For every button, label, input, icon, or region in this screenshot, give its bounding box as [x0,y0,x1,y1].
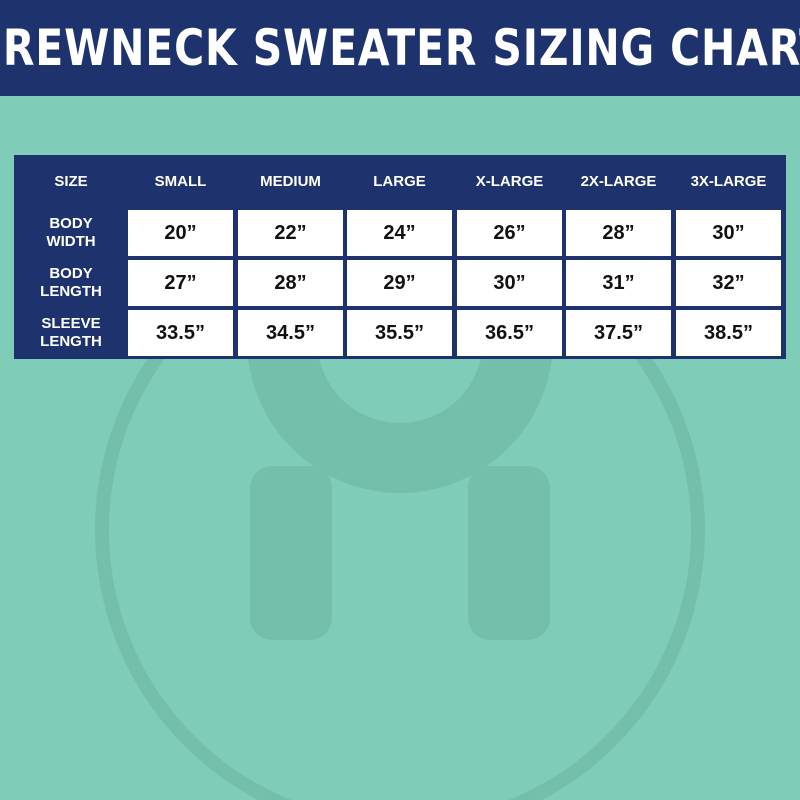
table-cell: 26” [457,210,562,256]
table-cell: 30” [676,210,781,256]
title-banner: CREWNECK SWEATER SIZING CHART [0,0,800,96]
column-header: LARGE [373,172,426,190]
row-label-line: BODY [49,265,93,282]
row-label: BODY LENGTH [14,260,128,306]
table-cell: 33.5” [128,310,233,356]
table-cell: 27” [128,260,233,306]
column-header: 3X-LARGE [690,172,767,190]
table-cell: 36.5” [457,310,562,356]
column-header: MEDIUM [260,172,321,190]
table-cell: 37.5” [566,310,671,356]
row-label-line: WIDTH [46,233,96,250]
table-cell: 28” [238,260,343,306]
row-label-text: SLEEVE LENGTH [40,315,102,351]
row-label-line: LENGTH [40,283,102,300]
table-cell: 35.5” [347,310,452,356]
table-cell: 24” [347,210,452,256]
table-cell: 20” [128,210,233,256]
row-label-line: SLEEVE [41,315,101,332]
column-header: X-LARGE [475,172,544,190]
sizing-table: SIZE SMALL MEDIUM LARGE X-LARGE 2X-LARGE 3X-LA… [14,155,786,359]
table-cell: 34.5” [238,310,343,356]
table-cell: 22” [238,210,343,256]
row-label-line: LENGTH [40,333,102,350]
row-label: BODY WIDTH [14,210,128,256]
column-header: 2X-LARGE [580,172,657,190]
row-label-line: BODY [49,215,93,232]
row-label-text: BODY LENGTH [40,265,102,301]
row-label-text: BODY WIDTH [46,215,95,251]
header-size: SIZE [54,172,88,190]
column-header: SMALL [154,172,207,190]
table-cell: 32” [676,260,781,306]
table-cell: 28” [566,210,671,256]
table-cell: 30” [457,260,562,306]
row-label: SLEEVE LENGTH [14,310,128,356]
table-cell: 31” [566,260,671,306]
table-cell: 29” [347,260,452,306]
table-cell: 38.5” [676,310,781,356]
page-title: CREWNECK SWEATER SIZING CHART [0,19,800,77]
